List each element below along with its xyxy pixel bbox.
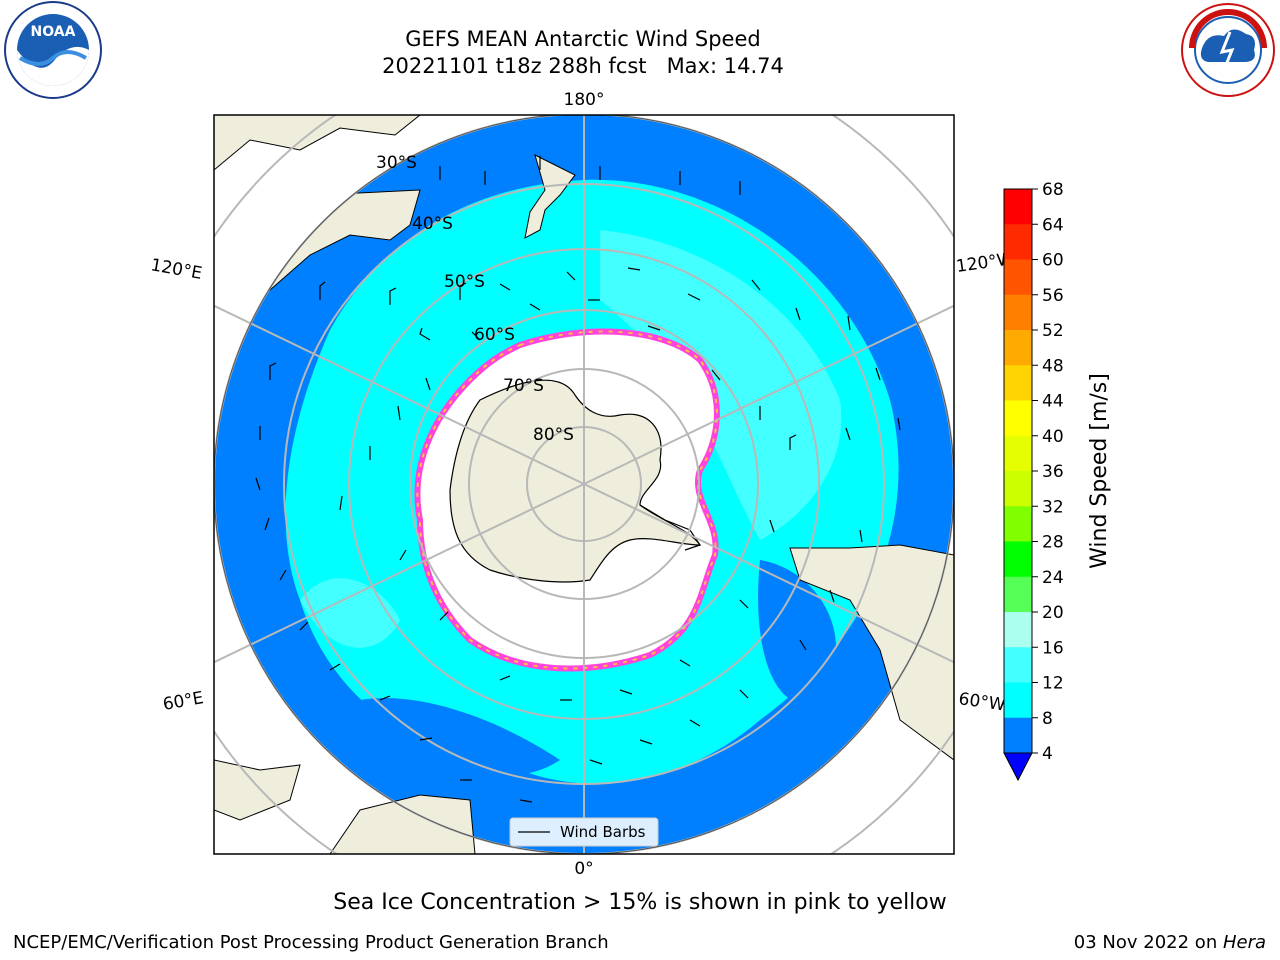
map-subtitle: 20221101 t18z 288h fcst Max: 14.74 (382, 54, 784, 78)
colorbar-segment (1004, 682, 1032, 719)
colorbar-under-triangle (1003, 752, 1033, 782)
colorbar-segment (1004, 189, 1032, 225)
land-new-zealand (524, 154, 576, 239)
lat-label-40s: 40°S (412, 214, 453, 234)
colorbar-label: Wind Speed [m/s] (1087, 373, 1112, 569)
colorbar-tick-label: 20 (1042, 603, 1064, 623)
lon-label-upper-left: 120°E (149, 255, 203, 284)
lat-label-80s: 80°S (533, 425, 574, 445)
colorbar-segment (1004, 330, 1032, 366)
colorbar-tick-label: 40 (1042, 427, 1064, 447)
lon-label-bottom: 0° (574, 859, 593, 879)
colorbar-segment (1004, 647, 1032, 683)
lat-label-30s: 30°S (376, 153, 417, 173)
colorbar-segment (1004, 471, 1032, 507)
noaa-logo: NOAA (4, 1, 102, 99)
map-title: GEFS MEAN Antarctic Wind Speed (405, 27, 761, 51)
graticule (214, 115, 954, 854)
colorbar-tick-label: 4 (1042, 744, 1053, 764)
land-madagascar (214, 759, 301, 821)
footer-date-text: 03 Nov 2022 on (1073, 932, 1223, 953)
colorbar-tick-label: 12 (1042, 674, 1064, 694)
footer-host: Hera (1222, 932, 1266, 953)
footer-date: 03 Nov 2022 on Hera (1074, 932, 1266, 953)
colorbar-tick-label: 60 (1042, 251, 1064, 271)
colorbar-tick-label: 32 (1042, 497, 1064, 517)
lat-label-50s: 50°S (444, 272, 485, 292)
colorbar-tick-label: 16 (1042, 638, 1064, 658)
colorbar-segment (1004, 294, 1032, 331)
colorbar-tick-label: 56 (1042, 286, 1064, 306)
colorbar-segment (1004, 541, 1032, 578)
colorbar-tick-label: 52 (1042, 321, 1064, 341)
ocean-wind-12-16 (600, 230, 842, 540)
colorbar-segment (1004, 400, 1032, 437)
colorbar-segment (1004, 717, 1032, 754)
colorbar-tick-label: 24 (1042, 568, 1064, 588)
colorbar-tick-label: 64 (1042, 215, 1064, 235)
colorbar-segment (1004, 506, 1032, 542)
colorbar: 68 64 60 56 52 48 44 40 36 32 28 24 20 16 12 8 4 Wind Sp… (1003, 180, 1112, 782)
wind-barbs (255, 156, 901, 803)
nws-logo (1181, 3, 1275, 97)
lat-label-70s: 70°S (503, 376, 544, 396)
colorbar-segment (1004, 224, 1032, 260)
colorbar-segment (1004, 365, 1032, 401)
colorbar-tick-label: 36 (1042, 462, 1064, 482)
colorbar-tick-label: 68 (1042, 180, 1064, 200)
land-australia-north (214, 115, 421, 171)
map-frame (213, 114, 955, 855)
footer-credit: NCEP/EMC/Verification Post Processing Pr… (13, 932, 609, 953)
colorbar-segment (1004, 435, 1032, 472)
colorbar-tick-label: 48 (1042, 356, 1064, 376)
colorbar-tick-label: 44 (1042, 392, 1064, 412)
colorbar-segment (1004, 259, 1032, 296)
lon-label-lower-left: 60°E (161, 688, 205, 715)
colorbar-segment (1004, 612, 1032, 648)
legend-entry: Wind Barbs (560, 823, 646, 841)
lon-label-lower-right: 60°W (957, 689, 1006, 715)
lon-label-top: 180° (564, 90, 605, 110)
colorbar-tick-label: 28 (1042, 533, 1064, 553)
colorbar-segment (1004, 576, 1032, 613)
noaa-logo-text: NOAA (31, 24, 76, 40)
colorbar-tick-label: 8 (1042, 709, 1053, 729)
legend: Wind Barbs (509, 817, 659, 847)
sea-ice-note: Sea Ice Concentration > 15% is shown in … (333, 890, 947, 915)
lat-label-60s: 60°S (474, 325, 515, 345)
